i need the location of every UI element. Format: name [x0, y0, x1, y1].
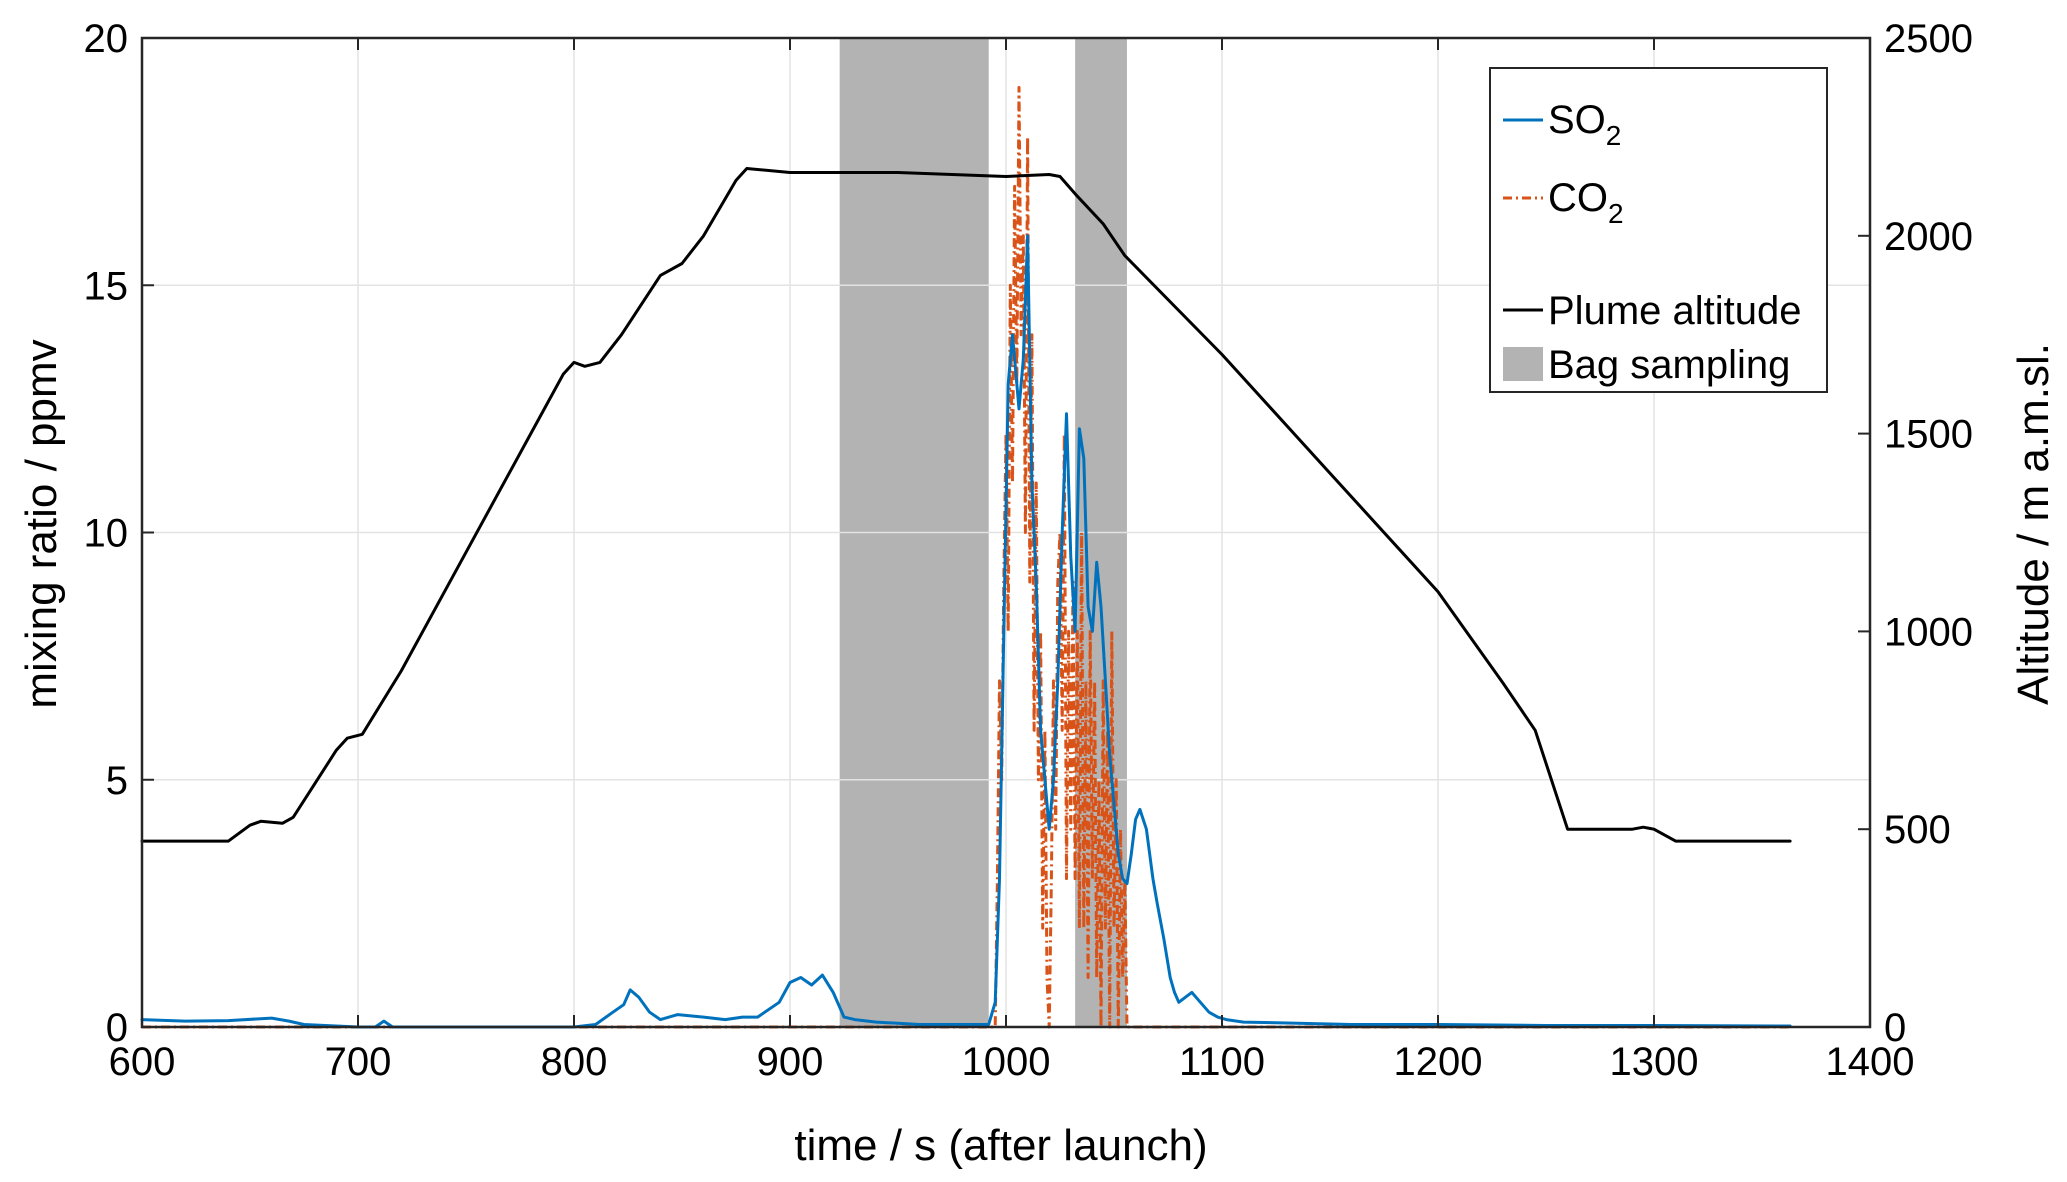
y-left-tick-label-2: 10: [84, 512, 129, 556]
y-axis-left-label: mixing ratio / ppmv: [17, 339, 66, 708]
x-tick-label-3: 900: [757, 1040, 824, 1084]
y-right-tick-label-0: 0: [1884, 1006, 1906, 1050]
legend-altitude-label: Plume altitude: [1548, 289, 1801, 333]
x-tick-label-2: 800: [541, 1040, 608, 1084]
y-left-tick-label-4: 20: [84, 17, 129, 61]
series-altitude-line: [140, 167, 1792, 843]
y-left-tick-label-3: 15: [84, 264, 129, 308]
x-tick-label-7: 1300: [1610, 1040, 1699, 1084]
legend-so2-label: SO2: [1548, 98, 1621, 151]
y-left-tick-label-1: 5: [106, 759, 128, 803]
x-tick-label-8: 1400: [1826, 1040, 1915, 1084]
legend: SO2 CO2 Plume altitude Bag sampling: [1489, 67, 1828, 393]
series-so2-line: [140, 234, 1792, 1029]
x-tick-label-1: 700: [325, 1040, 392, 1084]
y-right-tick-label-5: 2500: [1884, 17, 1973, 61]
x-tick-label-6: 1200: [1394, 1040, 1483, 1084]
series-layer: [140, 86, 1792, 1029]
legend-box: [1489, 67, 1828, 393]
legend-bag-swatch: [1503, 347, 1543, 381]
y-axis-right-label: Altitude / m a.m.sl.: [2009, 343, 2058, 705]
series-co2-line: [142, 86, 1791, 1029]
tick-layer: 600 700 800 900 1000 1100 1200 1300 140005101520…: [84, 17, 1973, 1084]
x-tick-label-0: 600: [109, 1040, 176, 1084]
x-tick-label-4: 1000: [962, 1040, 1051, 1084]
y-right-tick-label-2: 1000: [1884, 610, 1973, 654]
y-right-tick-label-3: 1500: [1884, 413, 1973, 457]
y-right-tick-label-1: 500: [1884, 808, 1951, 852]
x-axis-label: time / s (after launch): [794, 1121, 1207, 1170]
legend-co2-label: CO2: [1548, 176, 1624, 229]
legend-bag-label: Bag sampling: [1548, 343, 1790, 387]
y-right-tick-label-4: 2000: [1884, 215, 1973, 259]
x-tick-label-5: 1100: [1179, 1040, 1265, 1084]
y-left-tick-label-0: 0: [106, 1006, 128, 1050]
